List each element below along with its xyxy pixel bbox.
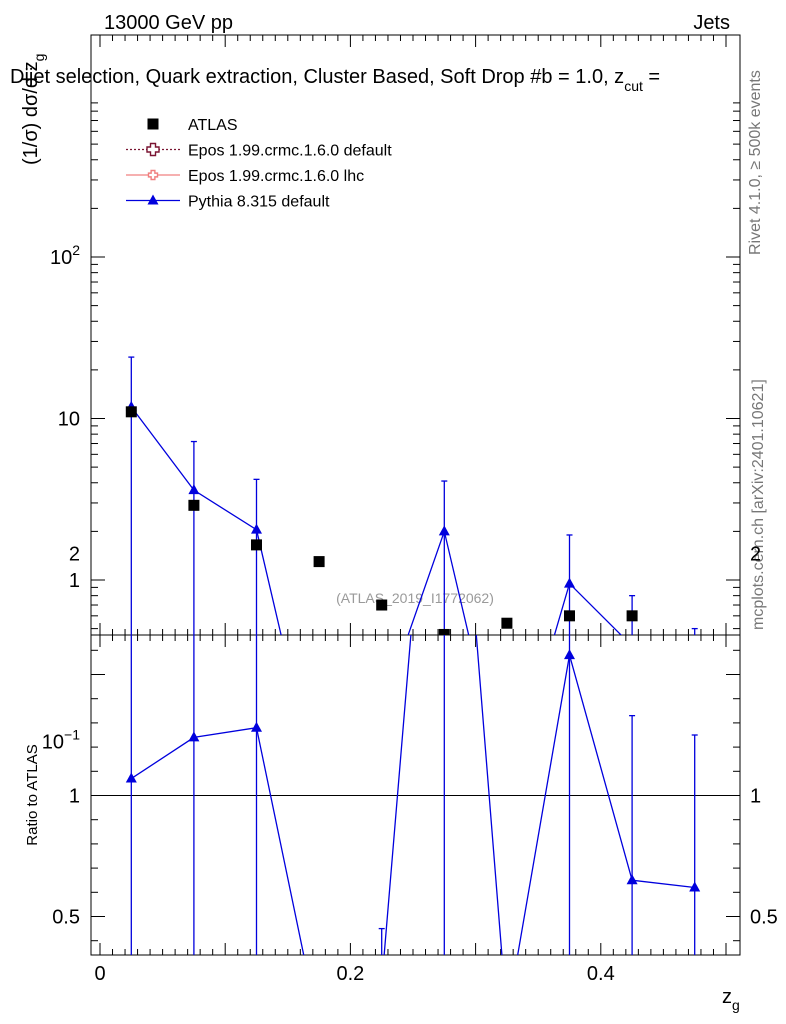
y-axis-label-main: (1/σ) dσ/d z (20, 61, 42, 165)
y-axis-label: (1/σ) dσ/d zg (20, 54, 47, 165)
axis-ticks: 0 0.2 0.4 10−1 1 10 102 0.5 0.5 1 1 2 2 (42, 35, 778, 985)
legend-marker-epos (147, 169, 159, 181)
ratio-tick-label: 2 (69, 544, 80, 566)
pythia-ratio-point (125, 772, 137, 783)
x-tick-label: 0.2 (336, 963, 364, 985)
atlas-point (251, 539, 262, 551)
legend-label: Epos 1.99.crmc.1.6.0 default (188, 143, 392, 160)
pythia-ratio-line (130, 635, 695, 955)
pythia-ratio-point (626, 874, 638, 885)
legend-marker-pythia (147, 194, 159, 205)
x-axis-label-main: z (722, 986, 732, 1008)
y-tick-label: 1 (69, 570, 80, 592)
pythia-ratio-point (564, 649, 575, 660)
y-axis-label-sub: g (31, 54, 47, 62)
legend-label: ATLAS (188, 117, 238, 134)
pythia-point (251, 523, 262, 534)
x-axis-label: zg (722, 986, 740, 1013)
atlas-point (313, 556, 325, 568)
plot-title: Dijet selection, Quark extraction, Clust… (10, 66, 660, 94)
atlas-point (438, 628, 450, 635)
atlas-point (376, 599, 388, 611)
pythia-ratio-point (251, 721, 262, 732)
energy-label: 13000 GeV pp (104, 12, 233, 34)
atlas-point (188, 499, 200, 511)
y-tick-label: 10−1 (42, 727, 80, 754)
plot-title-main: Dijet selection, Quark extraction, Clust… (10, 66, 624, 88)
atlas-point (125, 406, 137, 418)
pythia-point (314, 792, 325, 802)
rivet-label: Rivet 4.1.0, ≥ 500k events (747, 70, 764, 255)
data-layer (91, 0, 740, 1021)
ratio-tick-label-right: 0.5 (750, 907, 778, 929)
category-label: Jets (693, 12, 730, 34)
pythia-ratio-point (376, 978, 387, 988)
atlas-point (626, 610, 638, 622)
legend-label: Epos 1.99.crmc.1.6.0 lhc (188, 168, 364, 185)
atlas-point (564, 610, 575, 622)
pythia-point (188, 484, 200, 495)
atlas-point (501, 617, 513, 629)
ratio-tick-label-right: 1 (750, 786, 761, 808)
legend-marker-atlas (147, 118, 159, 130)
pythia-ratio-point (689, 881, 701, 892)
ratio-tick-label: 0.5 (52, 907, 80, 929)
pythia-point (376, 705, 387, 715)
analysis-watermark: (ATLAS_2019_I1772062) (336, 590, 494, 606)
atlas-point (689, 639, 700, 650)
pythia-ratio-point (439, 0, 450, 1)
y-tick-label: 102 (50, 242, 80, 269)
pythia-point (438, 525, 450, 536)
ratio-tick-label-right: 2 (750, 544, 761, 566)
ratio-panel-data (125, 0, 701, 1021)
ratio-axis-label: Ratio to ATLAS (24, 744, 41, 845)
pythia-point (627, 640, 638, 650)
x-tick-label: 0 (94, 963, 105, 985)
mcplots-label: mcplots.cern.ch [arXiv:2401.10621] (750, 379, 767, 630)
y-tick-label: 10 (58, 409, 80, 431)
main-panel-data (125, 356, 700, 802)
pythia-point (689, 671, 700, 681)
x-tick-label: 0.4 (587, 963, 615, 985)
x-axis-label-sub: g (732, 997, 740, 1013)
pythia-line (130, 406, 622, 635)
plot-title-tail: = (643, 66, 660, 88)
legend-marker-epos (146, 142, 160, 157)
plot-title-subscript: cut (624, 78, 643, 94)
pythia-ratio-point (501, 1011, 512, 1021)
legend: ATLAS Epos 1.99.crmc.1.6.0 default Epos 1.… (126, 117, 392, 211)
legend-label: Pythia 8.315 default (188, 194, 330, 211)
ratio-tick-label: 1 (69, 786, 80, 808)
pythia-point (501, 792, 512, 802)
pythia-point (564, 577, 575, 588)
pythia-ratio-point (188, 731, 200, 742)
